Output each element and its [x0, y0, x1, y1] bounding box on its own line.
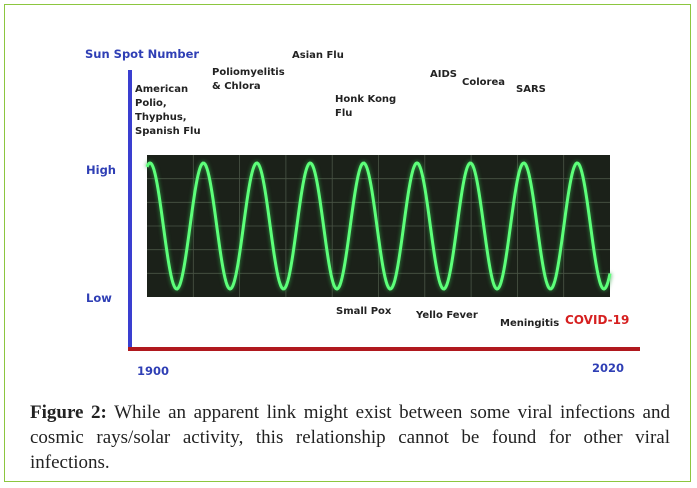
highlight-label: COVID-19 [565, 313, 629, 327]
event-label: Meningitis [500, 318, 559, 329]
caption-text: While an apparent link might exist betwe… [30, 402, 670, 473]
year-start: 1900 [137, 364, 169, 378]
event-label: Small Pox [336, 306, 392, 317]
axis-title: Sun Spot Number [85, 47, 199, 61]
event-label: Yello Fever [415, 310, 478, 321]
caption-label: Figure 2: [30, 402, 107, 423]
event-label: Flu [335, 108, 352, 119]
event-label: & Chlora [212, 81, 261, 92]
caption: Figure 2: While an apparent link might e… [30, 400, 670, 475]
event-label: Asian Flu [292, 50, 344, 61]
event-label: AIDS [430, 69, 457, 80]
event-label: Honk Kong [335, 94, 396, 105]
level-low: Low [86, 291, 112, 305]
event-label: Polio, [135, 98, 167, 109]
event-label: American [135, 84, 188, 95]
year-end: 2020 [592, 361, 624, 375]
event-label: Spanish Flu [135, 126, 201, 137]
event-label: Thyphus, [135, 112, 187, 123]
event-label: SARS [516, 84, 546, 95]
level-high: High [86, 163, 116, 177]
event-label: Poliomyelitis [212, 67, 285, 78]
event-label: Colorea [462, 77, 505, 88]
page: Sun Spot Number High Low 1900 2020 Small… [0, 0, 697, 488]
